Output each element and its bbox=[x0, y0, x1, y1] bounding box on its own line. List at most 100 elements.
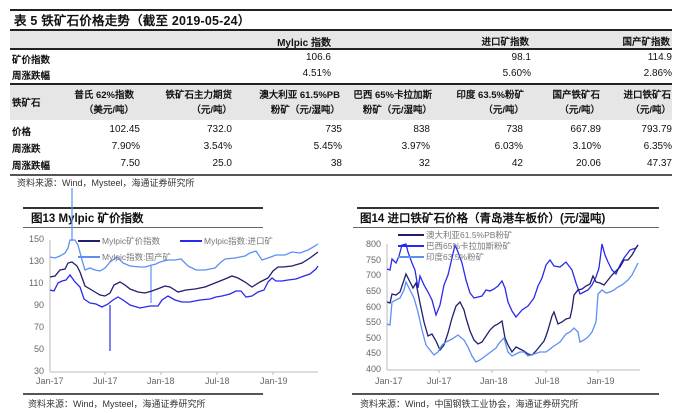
y-tick: 130 bbox=[29, 256, 45, 266]
chart14-title: 图14 进口铁矿石价格（青岛港车板价）(元/湿吨) bbox=[360, 213, 606, 225]
y-tick: 50 bbox=[34, 344, 45, 354]
cell-value: 7.50 bbox=[120, 158, 140, 169]
col-header-platts: 普氏 62%指数 （美元/吨） bbox=[74, 88, 134, 118]
col-header-domestic-index: 国产矿指数 bbox=[622, 37, 670, 48]
col-header-mylpic: Mylpic 指数 bbox=[277, 38, 331, 49]
col-header-line2: （元/吨） bbox=[483, 105, 524, 116]
col-header-line1: 铁矿石主力期货 bbox=[165, 90, 232, 101]
cell-value: 2.86% bbox=[643, 68, 672, 79]
cell-value: 7.90% bbox=[111, 141, 140, 152]
cell-value: 114.9 bbox=[647, 52, 672, 63]
x-tick: Jan-17 bbox=[375, 376, 403, 386]
cell-value: 98.1 bbox=[511, 52, 531, 63]
legend-item-domestic: Mylpic指数:国产矿 bbox=[78, 251, 171, 263]
col-header-line2: （元/吨） bbox=[191, 105, 232, 116]
row-label: 矿价指数 bbox=[12, 55, 51, 66]
col-header-australia-pb: 澳大利亚 61.5%PB 粉矿（元/湿吨） bbox=[259, 88, 340, 118]
legend-label: Mylpic矿价指数 bbox=[102, 236, 161, 246]
cell-value: 32 bbox=[418, 158, 430, 169]
row-label: 价格 bbox=[12, 127, 32, 138]
x-tick: Jul-17 bbox=[427, 376, 452, 386]
cell-value: 4.51% bbox=[302, 68, 331, 79]
cell-value: 42 bbox=[511, 158, 523, 169]
col-header-import-ore: 进口铁矿石 （元/吨） bbox=[623, 88, 671, 118]
y-tick: 30 bbox=[34, 366, 45, 376]
legend-line-icon bbox=[180, 240, 202, 242]
cell-value: 793.79 bbox=[641, 124, 672, 135]
legend-item-mylpic: Mylpic矿价指数 bbox=[78, 235, 160, 247]
col-header-line2: （元/吨） bbox=[559, 105, 600, 116]
x-tick: Jul-18 bbox=[205, 376, 230, 386]
divider bbox=[10, 48, 672, 50]
row-label: 周涨跌幅 bbox=[12, 161, 51, 172]
cell-value: 3.97% bbox=[401, 141, 430, 152]
y-tick: 70 bbox=[34, 322, 45, 332]
chart14-top-rule bbox=[357, 207, 659, 209]
col-header-line2: （美元/吨） bbox=[83, 105, 134, 116]
x-tick: Jan-19 bbox=[587, 376, 615, 386]
chart13-title: 图13 Mylpic 矿价指数 bbox=[31, 213, 144, 225]
col-header-line1: 印度 63.5%粉矿 bbox=[456, 90, 524, 101]
legend-line-icon bbox=[78, 256, 100, 258]
cell-value: 25.0 bbox=[212, 158, 232, 169]
col-header-india: 印度 63.5%粉矿 （元/吨） bbox=[456, 88, 524, 118]
col-header-line1: 普氏 62%指数 bbox=[74, 90, 134, 101]
cell-value: 5.60% bbox=[502, 68, 531, 79]
price-header-row bbox=[10, 85, 672, 120]
cell-value: 735 bbox=[325, 124, 342, 135]
y-tick: 500 bbox=[366, 333, 382, 343]
col-header-futures: 铁矿石主力期货 （元/吨） bbox=[165, 88, 232, 118]
y-tick: 550 bbox=[366, 317, 382, 327]
chart14-source: 资料来源：Wind，中国钢铁工业协会，海通证券研究所 bbox=[360, 399, 579, 409]
col-header-import-index: 进口矿指数 bbox=[481, 37, 529, 48]
row-label: 周涨跌 bbox=[12, 144, 41, 155]
col-header-line1: 巴西 65%卡拉加斯 bbox=[353, 90, 432, 101]
y-tick: 650 bbox=[366, 286, 382, 296]
y-tick: 150 bbox=[29, 234, 45, 244]
cell-value: 738 bbox=[506, 124, 523, 135]
x-tick: Jan-19 bbox=[260, 376, 288, 386]
y-tick: 750 bbox=[366, 255, 382, 265]
x-tick: Jan-18 bbox=[147, 376, 175, 386]
legend-item-india: 印度63.5%粉矿 bbox=[398, 251, 484, 263]
table-source: 资料来源：Wind，Mysteel，海通证券研究所 bbox=[17, 178, 195, 188]
index-header-row bbox=[10, 31, 672, 48]
legend-line-icon bbox=[398, 256, 424, 258]
x-tick: Jul-18 bbox=[535, 376, 560, 386]
cell-value: 102.45 bbox=[109, 124, 140, 135]
legend-label: 澳大利亚61.5%PB粉矿 bbox=[426, 230, 513, 240]
cell-value: 732.0 bbox=[206, 124, 232, 135]
row-label: 周涨跌幅 bbox=[12, 71, 51, 82]
col-header-domestic-ore: 国产铁矿石 （元/吨） bbox=[552, 88, 600, 118]
x-tick: Jul-17 bbox=[93, 376, 118, 386]
y-tick: 700 bbox=[366, 270, 382, 280]
cell-value: 106.6 bbox=[305, 52, 331, 63]
y-tick: 400 bbox=[366, 364, 382, 374]
chart14-title-rule bbox=[353, 227, 659, 228]
legend-line-icon bbox=[398, 234, 424, 236]
chart13-top-rule bbox=[23, 207, 263, 209]
chart14-bottom-rule bbox=[352, 393, 659, 395]
cell-value: 3.54% bbox=[203, 141, 232, 152]
col-header-line1: 进口铁矿石 bbox=[623, 90, 671, 101]
col-header-line1: 国产铁矿石 bbox=[552, 90, 600, 101]
divider bbox=[10, 174, 672, 176]
cell-value: 38 bbox=[330, 158, 342, 169]
x-tick: Jan-18 bbox=[480, 376, 508, 386]
legend-label: 印度63.5%粉矿 bbox=[426, 252, 485, 262]
cell-value: 47.37 bbox=[646, 158, 672, 169]
cell-value: 20.06 bbox=[575, 158, 601, 169]
col-header-brazil-carajas: 巴西 65%卡拉加斯 粉矿（元/湿吨） bbox=[353, 88, 432, 118]
table-title: 表 5 铁矿石价格走势（截至 2019-05-24） bbox=[14, 14, 251, 28]
chart13-bottom-rule bbox=[23, 393, 263, 395]
legend-item-australia: 澳大利亚61.5%PB粉矿 bbox=[398, 229, 512, 241]
col-header-line2: 粉矿（元/湿吨） bbox=[362, 105, 432, 116]
col-header-line2: 粉矿（元/湿吨） bbox=[270, 105, 340, 116]
y-tick: 800 bbox=[366, 239, 382, 249]
col-header-line2: （元/吨） bbox=[630, 105, 671, 116]
chart13-title-rule bbox=[23, 227, 263, 228]
y-tick: 110 bbox=[29, 278, 44, 288]
legend-item-brazil: 巴西65%卡拉加斯粉矿 bbox=[398, 240, 511, 252]
